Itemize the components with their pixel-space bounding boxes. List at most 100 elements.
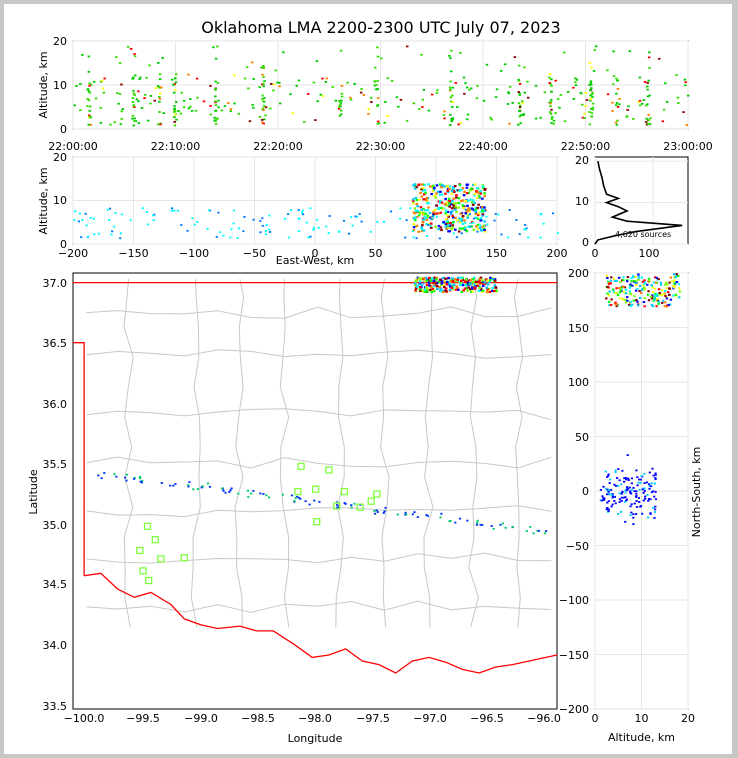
source-point <box>187 485 190 488</box>
source-point <box>477 289 481 292</box>
source-point <box>297 230 301 232</box>
source-point <box>268 228 271 231</box>
source-point <box>474 225 478 228</box>
source-point <box>470 201 474 204</box>
source-point <box>620 492 623 495</box>
source-point <box>673 273 676 276</box>
source-point <box>459 122 462 124</box>
source-point <box>483 281 487 284</box>
source-point <box>459 284 462 287</box>
source-point <box>640 289 644 292</box>
source-point <box>479 224 482 227</box>
source-point <box>637 101 640 104</box>
source-point <box>447 191 450 194</box>
source-point <box>313 499 316 502</box>
source-point <box>618 498 621 501</box>
source-point <box>635 492 638 495</box>
source-point <box>581 103 584 106</box>
source-point <box>174 89 177 91</box>
source-point <box>413 219 417 222</box>
source-point <box>158 97 162 100</box>
source-point <box>324 81 328 83</box>
source-point <box>353 83 356 85</box>
source-point <box>169 484 172 487</box>
source-point <box>444 209 448 212</box>
source-point <box>422 207 425 211</box>
source-point <box>439 199 442 203</box>
source-point <box>517 64 521 67</box>
source-point <box>121 108 124 110</box>
source-point <box>131 97 135 99</box>
source-point <box>612 50 615 53</box>
plan-view-sources <box>97 276 548 535</box>
source-point <box>258 116 262 118</box>
source-point <box>262 104 266 107</box>
source-point <box>132 124 135 127</box>
source-point <box>220 109 224 112</box>
source-point <box>665 101 669 103</box>
source-point <box>606 69 609 72</box>
source-point <box>439 226 443 229</box>
source-point <box>413 207 417 210</box>
source-point <box>620 483 623 486</box>
source-point <box>493 284 497 287</box>
source-point <box>346 81 349 84</box>
source-point <box>139 480 142 483</box>
source-point <box>404 236 407 239</box>
source-point <box>450 286 453 289</box>
source-point <box>423 183 427 186</box>
source-point <box>260 66 263 69</box>
source-point <box>427 215 431 219</box>
source-point <box>353 502 356 505</box>
source-point <box>486 279 489 282</box>
source-point <box>190 110 194 112</box>
source-point <box>627 105 630 108</box>
source-point <box>622 285 625 288</box>
source-point <box>419 191 422 195</box>
source-point <box>187 484 190 486</box>
source-point <box>449 280 453 283</box>
histogram-source-count: 4,620 sources <box>615 230 671 239</box>
source-point <box>455 189 459 192</box>
source-point <box>476 227 480 230</box>
source-point <box>418 108 421 110</box>
source-point <box>340 92 344 95</box>
source-point <box>441 280 445 283</box>
source-point <box>147 119 150 122</box>
county-line <box>86 408 552 421</box>
source-point <box>147 223 150 226</box>
source-point <box>648 94 651 97</box>
source-point <box>481 206 484 209</box>
source-point <box>473 194 476 197</box>
source-point <box>376 120 380 123</box>
source-point <box>476 196 479 199</box>
source-point <box>637 481 640 484</box>
source-point <box>638 76 642 79</box>
source-point <box>158 111 161 113</box>
source-point <box>645 104 648 107</box>
source-point <box>214 88 217 90</box>
source-point <box>186 229 189 232</box>
source-point <box>321 95 325 97</box>
source-point <box>620 496 623 499</box>
source-point <box>647 79 650 82</box>
source-point <box>464 208 467 211</box>
ew-ytick-1: 10 <box>53 194 67 207</box>
source-point <box>646 293 650 296</box>
histogram-panel: 4,620 sources 0 100 0 10 20 <box>575 154 689 260</box>
source-point <box>343 502 346 504</box>
source-point <box>422 218 425 221</box>
source-point <box>639 505 642 508</box>
source-point <box>631 275 635 277</box>
source-point <box>480 229 483 232</box>
source-point <box>488 290 491 293</box>
source-point <box>439 516 442 519</box>
source-point <box>138 477 142 480</box>
source-point <box>639 284 642 287</box>
source-point <box>440 201 444 204</box>
source-point <box>477 212 481 215</box>
source-point <box>369 230 372 233</box>
map-xtick-4: −98.0 <box>298 712 332 725</box>
source-point <box>465 186 469 189</box>
source-point <box>117 102 120 105</box>
